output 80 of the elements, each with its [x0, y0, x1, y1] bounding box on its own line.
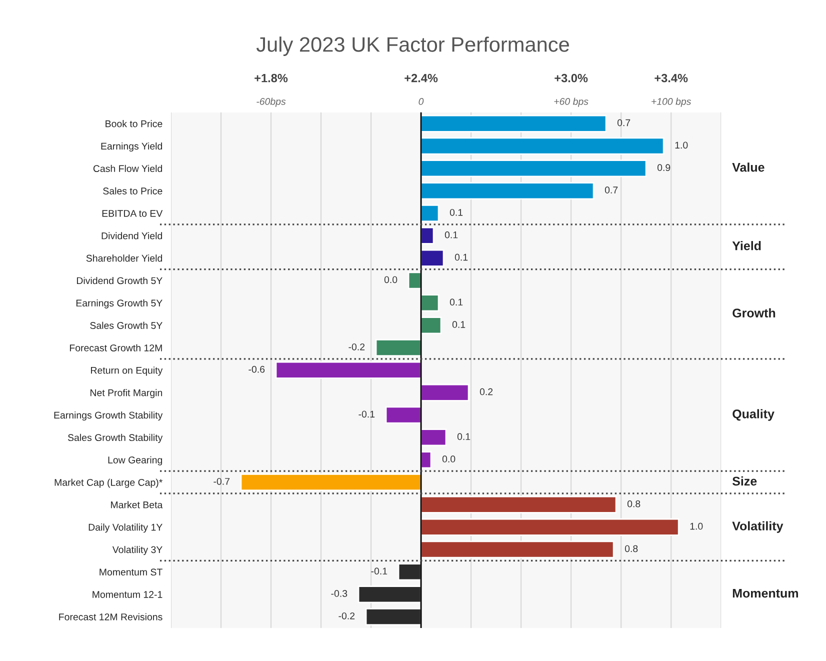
data-label: 0.8 — [627, 500, 640, 508]
y-tick-label: Book to Price — [106, 120, 162, 128]
data-label: -0.7 — [214, 478, 230, 485]
data-label: 0.7 — [604, 186, 618, 194]
x2-tick-label: -60bps — [256, 98, 286, 107]
data-label: 0.1 — [450, 298, 463, 306]
data-label: 1.0 — [690, 522, 703, 530]
bar — [420, 182, 594, 200]
x-tick-label: +2.4% — [404, 74, 438, 82]
band-label: Volatility — [732, 521, 784, 533]
bar — [420, 249, 444, 267]
data-label: 0.7 — [617, 119, 630, 126]
band-label: Quality — [732, 409, 774, 421]
data-label: 0.1 — [457, 433, 470, 440]
data-label: 0.1 — [454, 254, 468, 261]
y-tick-label: Shareholder Yield — [86, 254, 162, 262]
data-label: -0.1 — [371, 568, 388, 575]
bar — [385, 406, 422, 424]
x2-tick-label: 0 — [418, 98, 424, 105]
y-tick-label: Dividend Growth 5Y — [76, 276, 162, 284]
y-tick-label: Earnings Growth Stability — [54, 411, 163, 421]
data-label: 0.8 — [624, 545, 638, 552]
x2-tick-label: +60 bps — [554, 98, 588, 107]
data-label: -0.3 — [331, 590, 348, 597]
band-label: Yield — [732, 241, 761, 250]
y-tick-label: Sales Growth 5Y — [90, 322, 162, 329]
bar — [420, 294, 440, 312]
bar — [275, 361, 422, 379]
x-tick-label: +3.0% — [554, 74, 588, 82]
y-tick-label: Momentum ST — [100, 568, 162, 576]
data-label: 0.1 — [444, 231, 458, 238]
data-label: 0.0 — [442, 456, 456, 462]
y-tick-label: Daily Volatility 1Y — [88, 524, 162, 533]
x-tick-label: +3.4% — [654, 74, 688, 82]
y-tick-label: EBITDA to EV — [102, 210, 163, 217]
data-label: -0.1 — [358, 410, 375, 418]
bar — [420, 226, 434, 244]
data-label: 0.2 — [480, 388, 493, 396]
y-tick-label: Dividend Yield — [102, 232, 162, 240]
x2-tick-label: +100 bps — [652, 98, 692, 107]
bar — [420, 518, 680, 536]
bar — [408, 272, 422, 290]
band-label: Value — [732, 162, 764, 172]
y-tick-label: Market Cap (Large Cap)* — [54, 478, 163, 488]
band-label: Momentum — [732, 588, 798, 598]
bar — [420, 114, 607, 132]
y-tick-label: Cash Flow Yield — [93, 164, 162, 172]
data-label: 0.1 — [452, 321, 466, 328]
y-tick-label: Sales Growth Stability — [68, 434, 163, 443]
y-tick-label: Market Beta — [111, 501, 163, 508]
bar — [398, 563, 422, 581]
y-tick-label: Sales to Price — [103, 187, 162, 194]
bar — [420, 316, 442, 334]
band-label: Growth — [732, 308, 776, 318]
bar — [420, 540, 614, 558]
x-tick-label: +1.8% — [254, 74, 288, 82]
y-tick-label: Low Gearing — [108, 456, 162, 466]
data-label: 1.0 — [675, 142, 688, 149]
data-label: -0.2 — [338, 612, 355, 620]
y-tick-label: Earnings Yield — [101, 142, 162, 152]
data-label: 0.1 — [450, 208, 463, 216]
data-label: 0.0 — [384, 276, 398, 284]
y-tick-label: Return on Equity — [91, 366, 163, 376]
bar — [420, 160, 647, 178]
bar — [420, 496, 617, 514]
data-label: -0.2 — [348, 343, 365, 350]
y-tick-label: Volatility 3Y — [112, 546, 162, 556]
y-tick-label: Net Profit Margin — [90, 389, 162, 398]
y-tick-label: Forecast Growth 12M — [70, 344, 162, 352]
bar — [420, 428, 447, 446]
bar — [420, 137, 664, 155]
y-tick-label: Forecast 12M Revisions — [59, 613, 162, 620]
data-label: 0.9 — [657, 164, 670, 172]
chart-title: July 2023 UK Factor Performance — [256, 36, 569, 56]
bar — [358, 586, 422, 604]
data-label: -0.6 — [248, 366, 265, 373]
y-tick-label: Momentum 12-1 — [92, 591, 162, 598]
band-label: Size — [732, 476, 757, 486]
y-tick-label: Earnings Growth 5Y — [76, 299, 162, 308]
bar — [420, 384, 470, 402]
